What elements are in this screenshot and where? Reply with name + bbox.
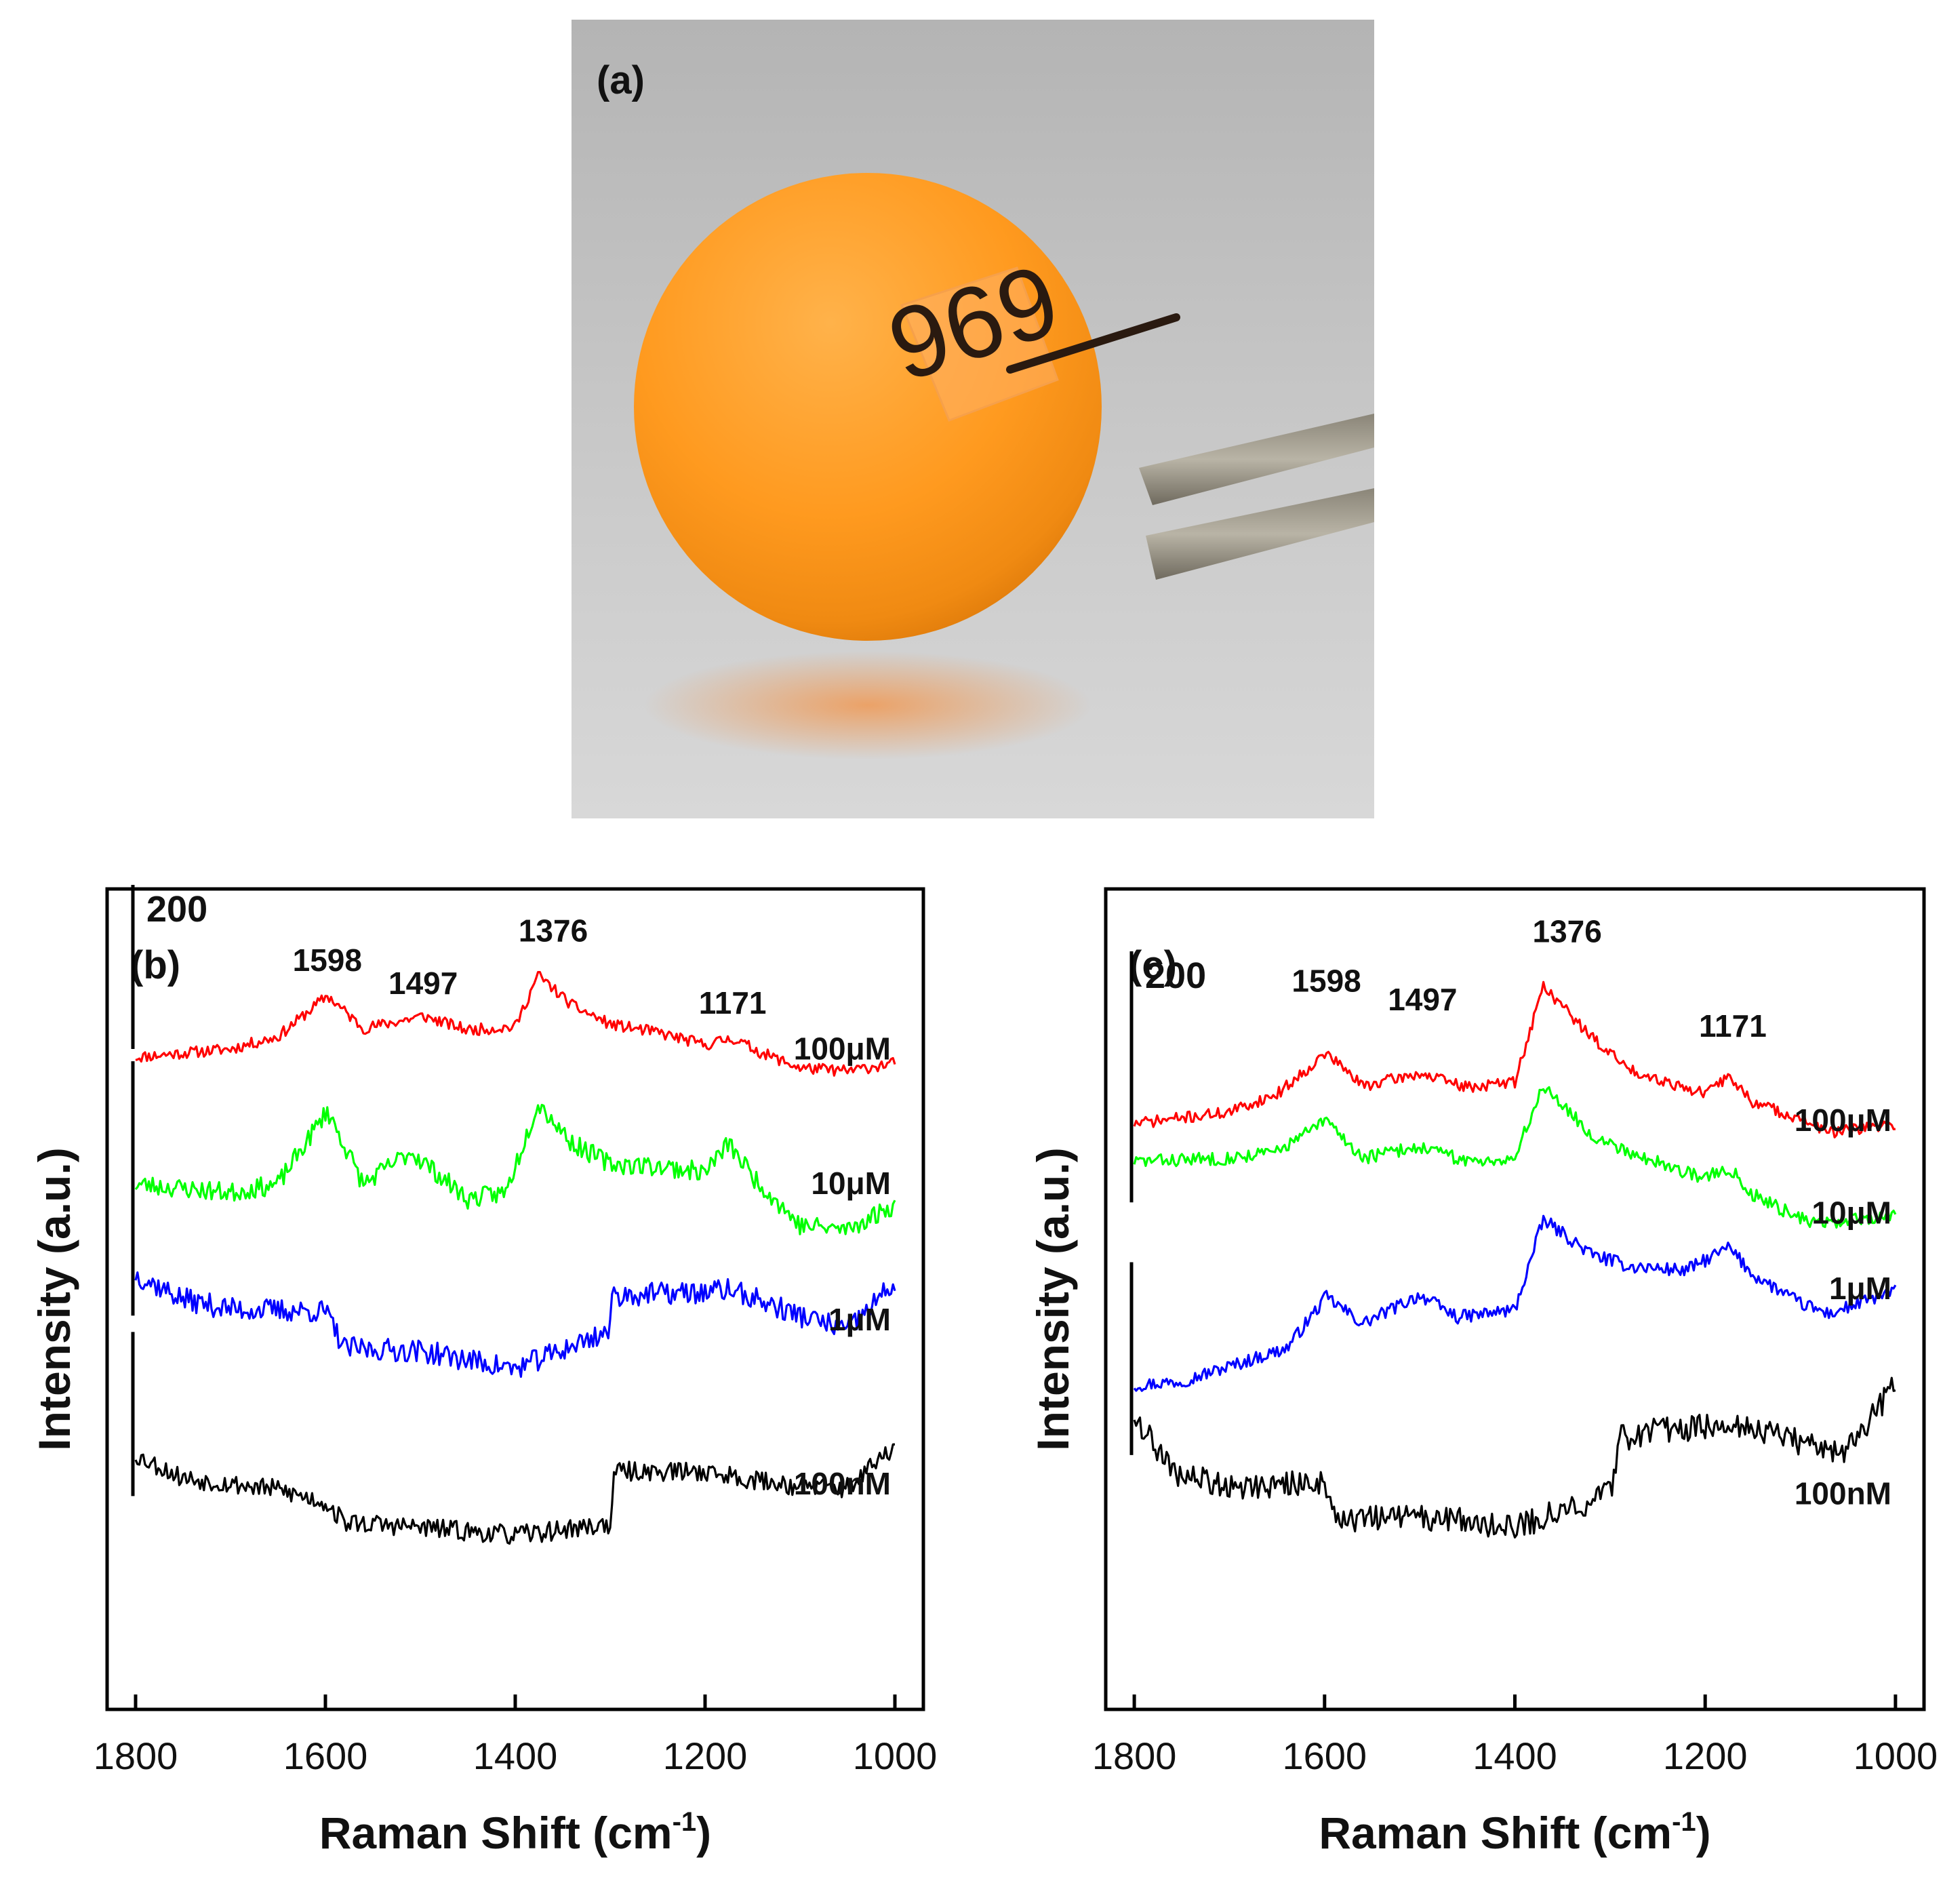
spectrum-line: [135, 971, 896, 1077]
series-label: 100nM: [1795, 1476, 1891, 1511]
series-label: 100μM: [1795, 1103, 1891, 1138]
panel-a-label: (a): [597, 58, 645, 102]
spectrum-line: [134, 1443, 896, 1545]
spectrum-line: [134, 1103, 896, 1235]
x-axis-label-close: ): [696, 1808, 711, 1858]
series-label: 1μM: [828, 1302, 891, 1337]
panel-a-photo: 969 (a): [572, 20, 1374, 818]
x-tick-label: 1000: [1854, 1734, 1938, 1777]
series-label: 10μM: [1811, 1195, 1891, 1231]
peak-label: 1497: [388, 966, 458, 1001]
x-axis-label: Raman Shift (cm-1): [1319, 1807, 1710, 1858]
x-axis-label-main: Raman Shift (cm: [319, 1808, 673, 1858]
x-axis-label-superscript: -1: [1672, 1807, 1696, 1837]
peak-label: 1171: [1699, 1008, 1767, 1044]
scale-bar-label: 200: [1145, 955, 1206, 996]
ball-number-underline: [1006, 313, 1180, 374]
plot-frame: [105, 887, 925, 1711]
x-tick-label: 1600: [283, 1734, 368, 1777]
x-axis-label-close: ): [1696, 1808, 1711, 1858]
x-axis-label: Raman Shift (cm-1): [319, 1807, 711, 1858]
spectrum-line: [1133, 980, 1896, 1138]
x-tick-label: 1600: [1283, 1734, 1367, 1777]
tweezer-arm-lower: [1146, 488, 1374, 580]
peak-label: 1598: [293, 943, 362, 978]
y-axis-label: Intensity (a.u.): [29, 1147, 79, 1450]
panel-label: (b): [130, 943, 180, 987]
x-axis-label-superscript: -1: [673, 1807, 697, 1837]
x-tick-label: 1200: [1663, 1734, 1748, 1777]
x-axis-label-main: Raman Shift (cm: [1319, 1808, 1672, 1858]
x-tick-label: 1000: [853, 1734, 938, 1777]
spectrum-line: [134, 1271, 896, 1378]
series-label: 100μM: [794, 1031, 891, 1067]
series-label: 1μM: [1829, 1271, 1891, 1306]
panel-b-chart: (b) 1800 1600 1400 1200 1000 Raman Shift (cm-1…: [29, 884, 938, 1858]
x-tick-label: 1800: [1092, 1734, 1177, 1777]
spectrum-line: [1133, 1376, 1896, 1539]
series-label: 10μM: [811, 1166, 891, 1201]
peak-label: 1598: [1291, 963, 1361, 998]
y-axis-label: Intensity (a.u.): [1028, 1147, 1078, 1450]
sers-tape-patch: [900, 266, 1059, 422]
spectrum-line: [1133, 1214, 1897, 1392]
panel-c-chart: (c) 1800 1600 1400 1200 1000 Raman Shift (cm-1…: [1028, 887, 1938, 1858]
peak-label: 1497: [1388, 982, 1457, 1017]
x-tick-label: 1400: [1473, 1734, 1557, 1777]
peak-label: 1171: [699, 985, 767, 1020]
scale-bar-label: 200: [146, 889, 207, 930]
peak-label: 1376: [1533, 914, 1602, 949]
spectrum-line: [1133, 1086, 1897, 1229]
tweezer-arm-upper: [1139, 414, 1374, 505]
x-tick-label: 1800: [94, 1734, 178, 1777]
series-label: 100nM: [794, 1466, 891, 1501]
x-tick-label: 1400: [473, 1734, 558, 1777]
panel-label: (c): [1129, 943, 1177, 987]
peak-label: 1376: [519, 913, 588, 948]
ball-shadow: [644, 651, 1091, 759]
x-tick-label: 1200: [663, 1734, 748, 1777]
